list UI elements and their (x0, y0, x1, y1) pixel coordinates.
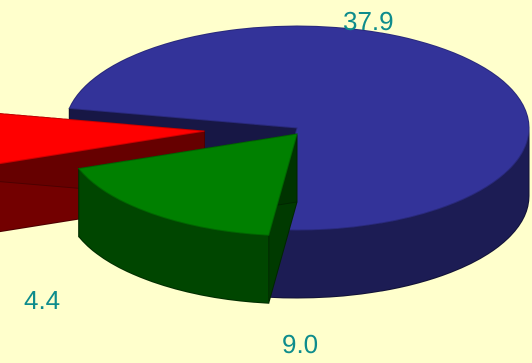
data-label-green-slice: 9.0 (282, 329, 319, 359)
data-label-red-slice: 4.4 (24, 285, 61, 315)
pie-slice-red (0, 113, 205, 165)
pie-slice-blue (68, 25, 530, 231)
data-label-blue-slice: 37.9 (343, 6, 394, 36)
pie-slice-green (77, 133, 298, 236)
